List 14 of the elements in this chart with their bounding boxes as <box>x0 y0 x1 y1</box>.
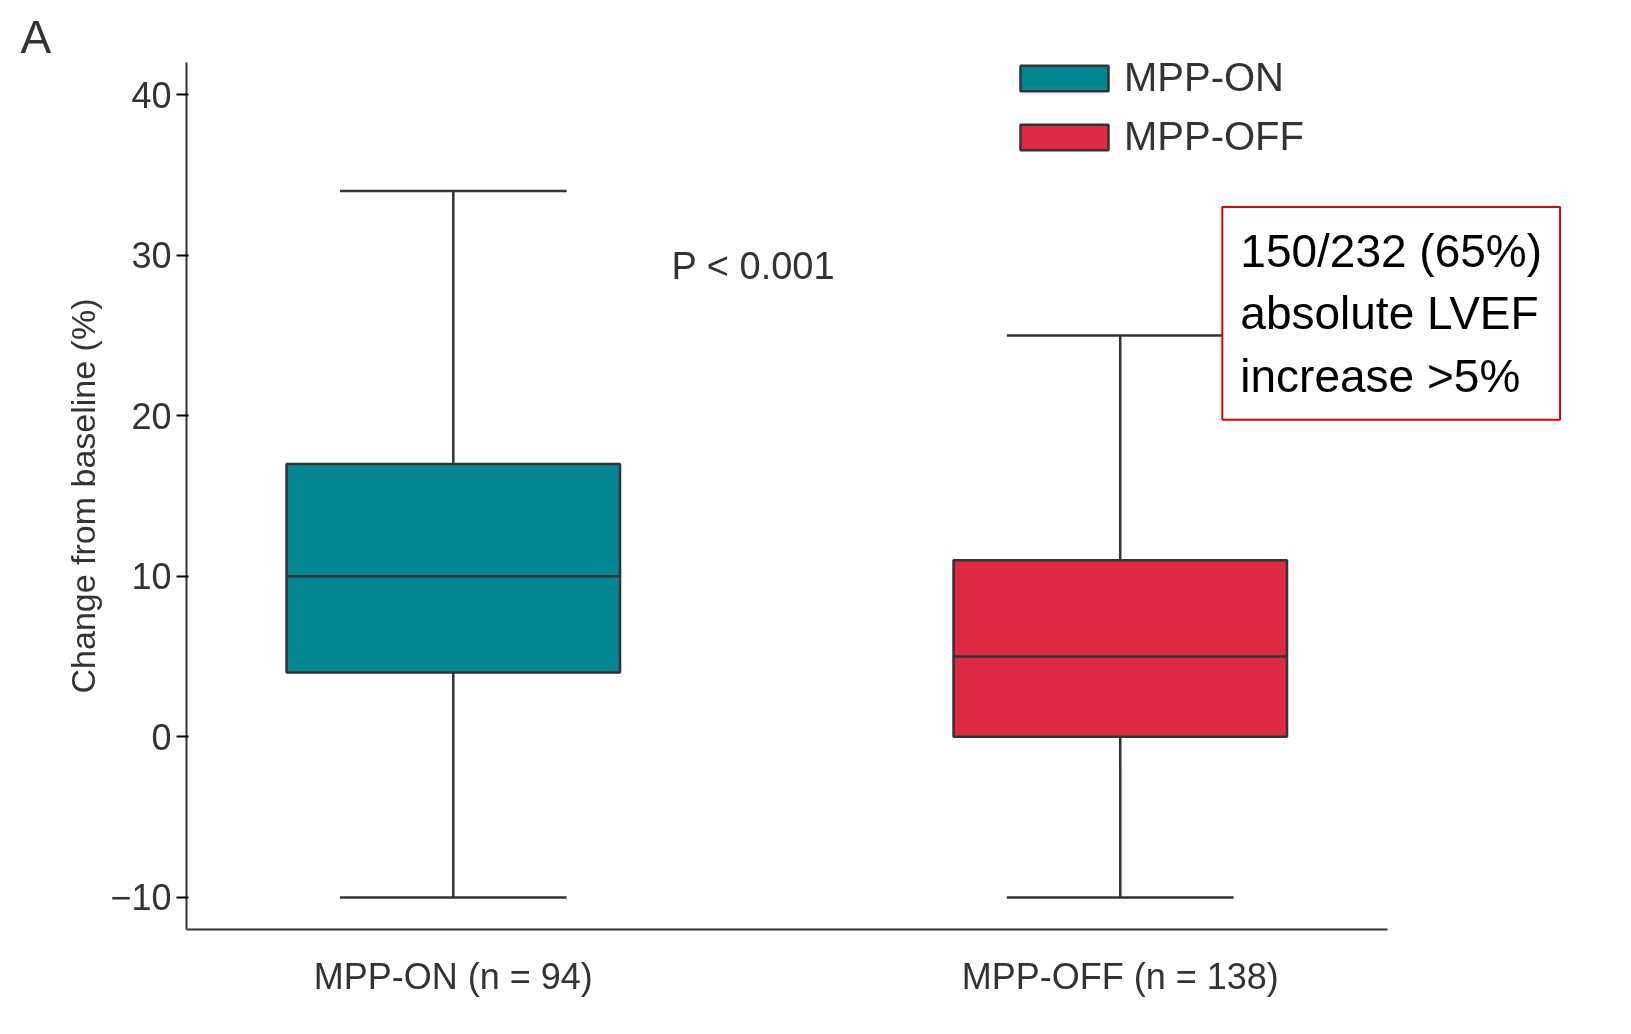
y-tick-label: 20 <box>131 395 172 437</box>
y-tick-label: 30 <box>131 235 172 277</box>
y-tick-label: −10 <box>110 877 172 919</box>
y-tick-label: 40 <box>131 74 172 116</box>
annotation: P < 0.001 <box>671 245 835 288</box>
text: A <box>20 10 52 63</box>
y-axis-title: Change from baseline (%) <box>64 298 103 694</box>
x-tick-label: MPP-ON (n = 94) <box>313 955 593 997</box>
y-tick-label: 10 <box>131 556 172 598</box>
annotation: 150/232 (65%) absolute LVEF increase >5% <box>1240 225 1543 402</box>
y-tick-label: 0 <box>151 716 172 758</box>
x-tick-label: MPP-OFF (n = 138) <box>961 955 1279 997</box>
legend-label: MPP-OFF <box>1124 114 1304 159</box>
legend-label: MPP-ON <box>1124 61 1284 100</box>
